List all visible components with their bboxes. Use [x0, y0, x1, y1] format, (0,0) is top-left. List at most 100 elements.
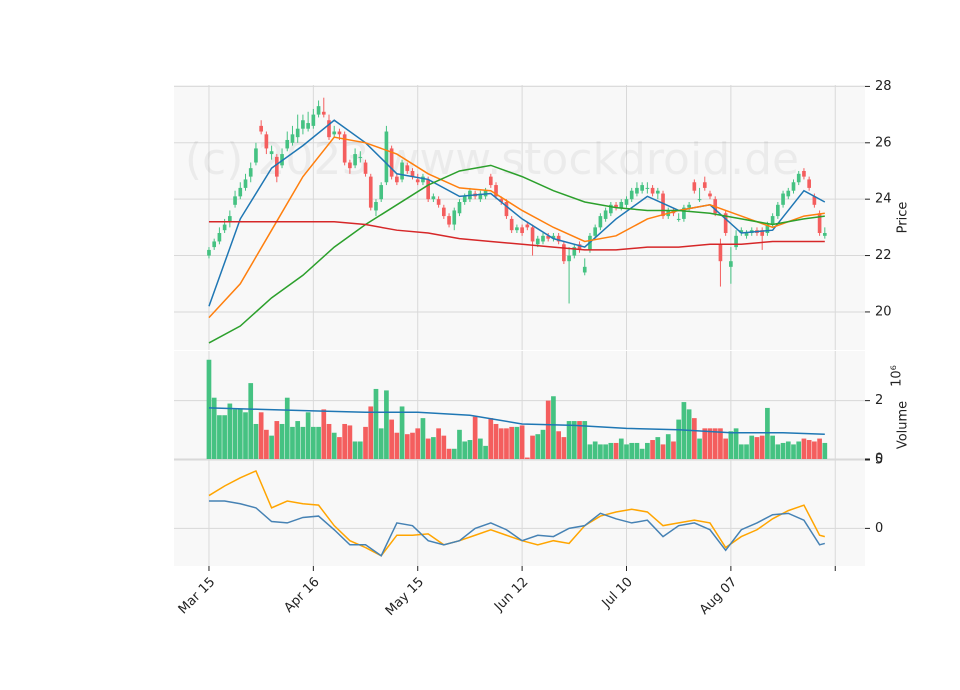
volume-bar: [415, 428, 421, 459]
candle-body: [598, 216, 603, 228]
volume-bar: [556, 431, 561, 459]
volume-bar: [545, 400, 551, 459]
candle-body: [556, 235, 561, 242]
candle-body: [436, 199, 441, 205]
volume-bar: [733, 428, 739, 459]
volume-bar: [222, 415, 227, 459]
candle-body: [567, 255, 571, 262]
volume-bar: [243, 412, 248, 459]
volume-bar: [697, 438, 702, 459]
y-tick-label: 26: [875, 135, 892, 150]
volume-bar: [509, 426, 515, 459]
candle-body: [405, 165, 410, 171]
volume-bar: [603, 444, 608, 459]
candle-body: [243, 179, 248, 188]
x-tick-label: May 15: [383, 575, 427, 619]
series-line: [208, 119, 826, 307]
volume-bar: [791, 444, 796, 459]
y-tick-label: 0: [875, 452, 883, 467]
volume-bar: [269, 435, 274, 459]
volume-bar: [598, 444, 603, 459]
volume-bar: [624, 444, 629, 459]
candle-body: [431, 196, 436, 200]
candle-body: [822, 233, 827, 236]
volume-bar: [451, 448, 457, 459]
candle-body: [729, 261, 733, 267]
volume-bar: [206, 359, 212, 459]
candle-body: [358, 156, 363, 158]
volume-bar: [446, 448, 452, 459]
volume-bar: [686, 409, 692, 459]
volume-bar: [796, 441, 802, 459]
volume-bar: [655, 437, 661, 459]
candle-body: [254, 148, 258, 163]
candle-body: [577, 244, 582, 250]
volume-bar: [253, 423, 259, 459]
candle-body: [765, 224, 770, 234]
candle-body: [723, 213, 728, 234]
volume-bar: [645, 442, 650, 459]
volume-bar: [399, 406, 405, 459]
candle-body: [400, 162, 404, 180]
candle-body: [546, 235, 551, 239]
volume-bar: [551, 396, 556, 459]
volume-bar: [530, 435, 535, 459]
volume-bar: [436, 428, 441, 459]
candle-body: [650, 187, 655, 194]
candle-body: [645, 187, 650, 189]
candle-body: [687, 204, 691, 208]
candle-body: [692, 182, 697, 191]
volume-bar: [347, 425, 353, 459]
volume-bar: [738, 444, 744, 459]
candle-body: [395, 176, 399, 183]
candle-body: [290, 134, 295, 143]
volume-bar: [410, 432, 415, 459]
volume-bar: [389, 419, 394, 459]
panel-background: [174, 460, 865, 566]
candle-body: [802, 170, 806, 177]
series-line: [208, 136, 825, 319]
volume-bar: [498, 428, 504, 459]
candle-body: [426, 179, 430, 200]
volume-bar: [571, 421, 577, 459]
volume-bar: [493, 423, 499, 459]
volume-bar: [357, 441, 363, 459]
candle-body: [551, 235, 556, 239]
candle-body: [807, 179, 811, 188]
candle-body: [760, 230, 765, 236]
volume-bar: [441, 435, 447, 459]
volume-bar: [373, 388, 379, 459]
x-tick-label: Aug 07: [697, 575, 740, 618]
candle-body: [316, 106, 321, 115]
candle-body: [781, 193, 785, 205]
candle-body: [817, 213, 822, 234]
volume-bar: [639, 448, 645, 459]
y-tick-label: 22: [875, 248, 892, 263]
volume-bar: [723, 438, 729, 459]
candle-body: [389, 148, 394, 177]
volume-bar: [702, 428, 708, 459]
y-tick-label: 28: [875, 79, 892, 94]
candle-body: [499, 199, 504, 202]
candle-body: [572, 247, 577, 256]
candle-body: [264, 134, 269, 149]
volume-bar: [676, 419, 682, 459]
volume-bar: [514, 426, 520, 459]
candle-body: [770, 216, 775, 225]
volume-bar: [582, 421, 588, 459]
volume-bar: [305, 412, 311, 459]
volume-bar: [587, 444, 593, 459]
candle-body: [457, 201, 462, 214]
volume-bar: [337, 437, 342, 459]
candle-body: [269, 151, 274, 155]
candle-body: [796, 173, 801, 183]
candle-body: [515, 227, 519, 231]
candle-body: [285, 139, 290, 149]
y-tick-label: 0: [875, 521, 883, 536]
volume-bar: [577, 421, 582, 459]
candle-body: [776, 204, 780, 217]
series-line: [208, 407, 825, 435]
candle-body: [306, 123, 310, 129]
candle-body: [259, 125, 263, 132]
